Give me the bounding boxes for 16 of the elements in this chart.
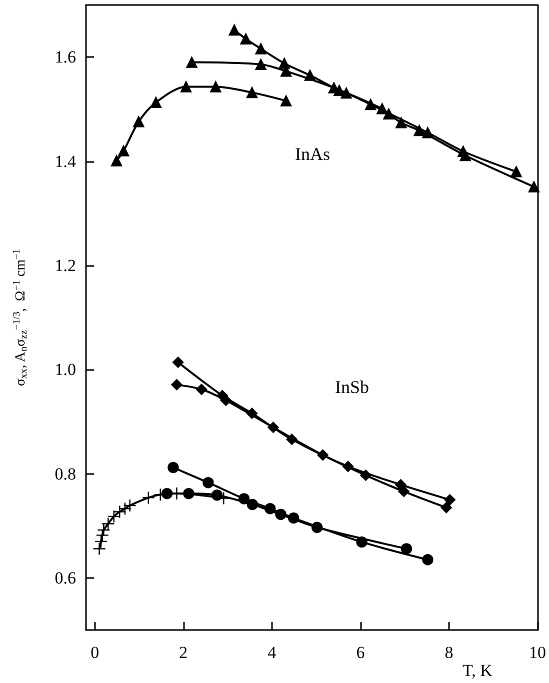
annotation: InSb: [335, 377, 370, 397]
x-axis-title: T, K: [462, 661, 494, 680]
x-tick-label: 0: [90, 643, 100, 662]
x-tick-label: 4: [268, 643, 277, 662]
x-tick-label: 8: [444, 643, 454, 662]
y-tick-label: 0.8: [54, 464, 76, 484]
annotation: InAs: [295, 144, 330, 164]
x-tick-label: 10: [529, 643, 546, 662]
x-tick-label: 6: [356, 643, 365, 662]
text: σxx, Anσzz−1/3, Ω−1 cm−1: [12, 248, 30, 386]
y-tick-label: 1.4: [54, 152, 76, 171]
x-tick-label: 2: [179, 643, 188, 662]
y-tick-label: 1.6: [54, 48, 76, 67]
y-tick-label: 1.0: [54, 360, 76, 380]
y-tick-label: 0.6: [54, 568, 76, 588]
y-tick-label: 1.2: [54, 256, 76, 275]
